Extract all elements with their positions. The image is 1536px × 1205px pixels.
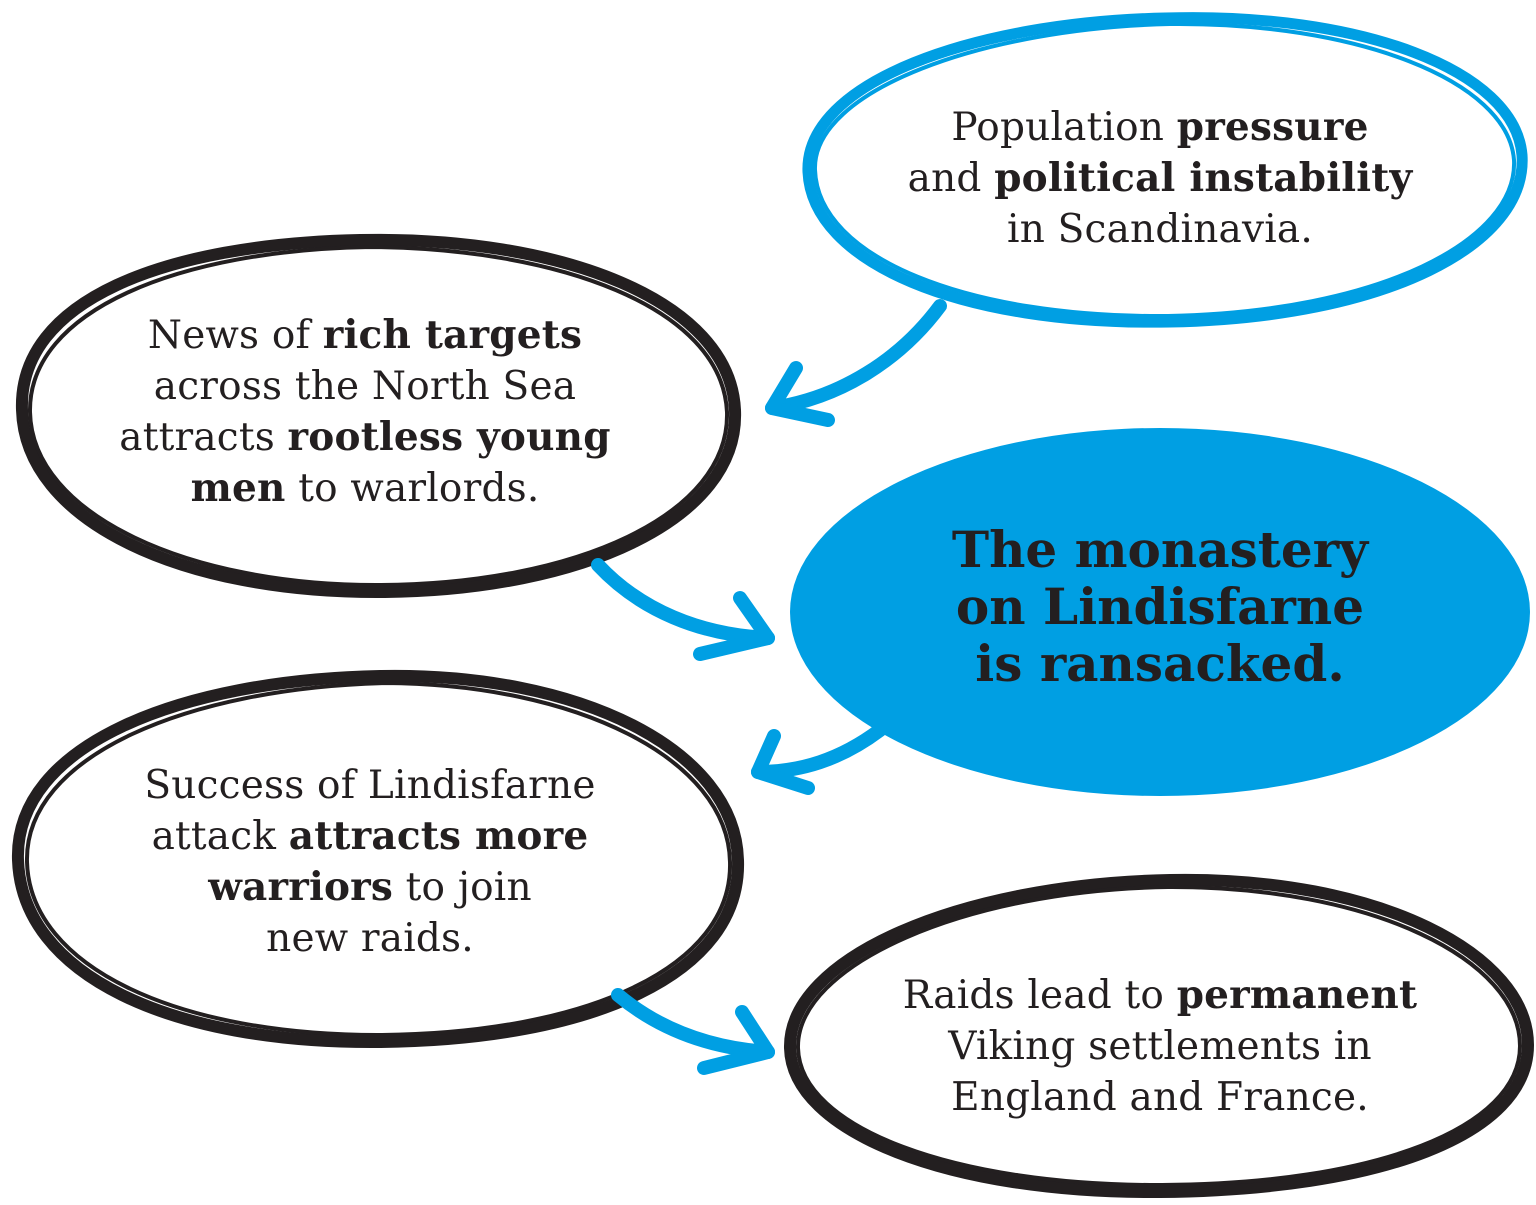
- node-success-text: Success of Lindisfarne attack attracts mo…: [70, 760, 670, 964]
- population-text-segment: Population: [951, 105, 1177, 150]
- monastery-line: on Lindisfarne: [860, 578, 1460, 635]
- raids-text-segment: Raids lead to: [902, 973, 1177, 1018]
- node-population-text: Population pressure and political instabi…: [860, 102, 1460, 255]
- raids-text-segment: Viking settlements in: [948, 1024, 1372, 1069]
- node-raids-text: Raids lead to permanent Viking settlement…: [860, 970, 1460, 1123]
- monastery-text-segment: The monastery: [951, 520, 1369, 579]
- news-text-segment: rootless young: [287, 414, 611, 460]
- bubble-news-outline: [15, 233, 742, 599]
- raids-line: England and France.: [860, 1072, 1460, 1123]
- node-news-text: News of rich targets across the North Sea…: [60, 310, 670, 514]
- success-line: Success of Lindisfarne: [70, 760, 670, 811]
- bubble-monastery-fill: [790, 428, 1530, 796]
- success-text-segment: warriors: [208, 864, 394, 910]
- bubble-raids-outline: [783, 873, 1534, 1199]
- population-line: and political instability: [860, 153, 1460, 204]
- success-line: attack attracts more: [70, 811, 670, 862]
- news-line: men to warlords.: [60, 463, 670, 514]
- success-text-segment: attack: [151, 814, 289, 859]
- success-text-segment: attracts more: [288, 813, 589, 859]
- monastery-line: is ransacked.: [860, 635, 1460, 692]
- success-text-segment: Success of Lindisfarne: [144, 763, 596, 808]
- bubble-population-outline: [802, 12, 1528, 328]
- node-monastery-text: The monastery on Lindisfarne is ransacked.: [860, 521, 1460, 692]
- arrow-monastery-to-success: [751, 723, 887, 795]
- success-line: new raids.: [70, 913, 670, 964]
- success-line: warriors to join: [70, 862, 670, 913]
- news-text-segment: News of: [147, 313, 323, 358]
- success-text-segment: new raids.: [266, 916, 474, 961]
- population-text-segment: political instability: [994, 155, 1413, 201]
- news-text-segment: to warlords.: [285, 466, 540, 511]
- raids-line: Raids lead to permanent: [860, 970, 1460, 1021]
- arrow-success-to-raids: [611, 988, 775, 1075]
- raids-text-segment: England and France.: [951, 1075, 1369, 1120]
- news-text-segment: men: [190, 465, 286, 511]
- news-text-segment: across the North Sea: [153, 364, 577, 409]
- population-text-segment: and: [907, 156, 995, 201]
- population-text-segment: in Scandinavia.: [1007, 207, 1313, 252]
- monastery-text-segment: on Lindisfarne: [955, 577, 1365, 636]
- news-line: News of rich targets: [60, 310, 670, 361]
- population-text-segment: pressure: [1176, 104, 1369, 150]
- success-text-segment: to join: [393, 865, 532, 910]
- news-line: attracts rootless young: [60, 412, 670, 463]
- news-text-segment: attracts: [119, 415, 288, 460]
- population-line: in Scandinavia.: [860, 204, 1460, 255]
- news-line: across the North Sea: [60, 361, 670, 412]
- arrow-population-to-news: [765, 299, 947, 427]
- monastery-text-segment: is ransacked.: [975, 634, 1345, 693]
- news-text-segment: rich targets: [322, 312, 583, 358]
- monastery-line: The monastery: [860, 521, 1460, 578]
- raids-text-segment: permanent: [1176, 972, 1418, 1018]
- arrow-news-to-monastery: [591, 558, 775, 661]
- raids-line: Viking settlements in: [860, 1021, 1460, 1072]
- bubble-success-outline: [11, 669, 745, 1049]
- population-line: Population pressure: [860, 102, 1460, 153]
